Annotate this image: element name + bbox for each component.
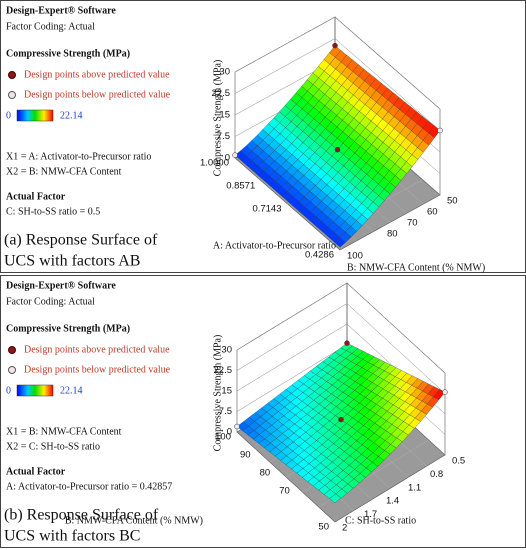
- caption: (a) Response Surface of: [4, 232, 158, 249]
- response: Compressive Strength (MPa): [6, 323, 130, 334]
- v-tick-label: 1.4: [386, 496, 399, 507]
- caption: UCS with factors BC: [4, 528, 140, 545]
- colorbar: [16, 384, 54, 397]
- software: Design-Expert® Software: [6, 280, 116, 291]
- legend-above: Design points above predicted value: [24, 69, 170, 80]
- dot-above: [8, 346, 16, 354]
- design-point: [332, 42, 338, 49]
- dot-below: [8, 91, 16, 99]
- v-tick-label: 1.1: [408, 482, 421, 493]
- u-tick-label: 70: [279, 486, 290, 497]
- u-tick-label: 90: [240, 450, 251, 461]
- u-tick-label: 0.7143: [252, 204, 281, 215]
- v-tick-label: 100: [347, 251, 363, 262]
- colorbar-min: 0: [6, 385, 11, 396]
- z-tick-label: 0: [225, 153, 230, 164]
- v-tick-label: 70: [407, 218, 418, 229]
- z-tick-label: 7.5: [219, 406, 232, 417]
- factor-x2: X2 = B: NMW-CFA Content: [6, 166, 122, 177]
- design-point: [344, 340, 350, 346]
- v-axis-label: B: NMW-CFA Content (% NMW): [347, 262, 485, 273]
- z-tick-label: 15: [221, 386, 232, 397]
- z-axis-label: Compressive Strength (MPa): [212, 335, 223, 452]
- factor-x1: X1 = A: Activator-to-Precursor ratio: [6, 151, 151, 162]
- design-point: [437, 127, 443, 134]
- v-tick-label: 2: [342, 523, 347, 534]
- design-point: [334, 146, 341, 153]
- dot-below: [8, 366, 16, 374]
- u-tick-label: 0.4286: [305, 250, 334, 261]
- u-tick-label: 80: [260, 468, 271, 479]
- design-point: [234, 423, 240, 430]
- v-tick-label: 0.5: [452, 456, 465, 467]
- dot-above: [8, 71, 16, 79]
- grid-line: [234, 16, 441, 110]
- panel: Design-Expert® Software Factor Coding: Ac…: [0, 0, 526, 273]
- colorbar-max: 22.14: [60, 385, 83, 396]
- actual-factor-title: Actual Factor: [6, 466, 66, 477]
- grid-line: [236, 303, 446, 394]
- response: Compressive Strength (MPa): [6, 48, 130, 59]
- legend-below: Design points below predicted value: [24, 364, 171, 375]
- u-tick-label: 0.8571: [226, 181, 255, 192]
- design-point: [232, 152, 238, 158]
- colorbar-min: 0: [6, 110, 11, 121]
- factor-coding: Factor Coding: Actual: [6, 21, 95, 32]
- z-tick-label: 22.5: [214, 365, 233, 376]
- u-axis-label: B: NMW-CFA Content (% NMW): [65, 515, 203, 526]
- v-tick-label: 60: [427, 207, 438, 218]
- caption: UCS with factors AB: [4, 253, 140, 270]
- panel: Design-Expert® Software Factor Coding: Ac…: [0, 275, 526, 548]
- z-tick-label: 15: [219, 110, 230, 121]
- design-point: [442, 389, 448, 395]
- colorbar-max: 22.14: [60, 110, 83, 121]
- colorbar: [16, 109, 54, 122]
- z-axis-label: Compressive Strength (MPa): [212, 60, 223, 177]
- u-tick-label: 1.0000: [200, 158, 229, 169]
- u-tick-label: 50: [318, 522, 329, 533]
- legend-below: Design points below predicted value: [24, 89, 171, 100]
- z-tick-label: 22.5: [212, 88, 231, 99]
- design-point: [338, 416, 344, 423]
- v-tick-label: 1.7: [364, 509, 377, 520]
- z-tick-label: 30: [221, 345, 232, 356]
- z-tick-label: 7.5: [217, 131, 230, 142]
- surface-cell: [329, 493, 342, 504]
- software: Design-Expert® Software: [6, 5, 116, 16]
- grid-line: [234, 38, 441, 131]
- v-tick-label: 0.8: [430, 469, 443, 480]
- legend-above: Design points above predicted value: [24, 344, 170, 355]
- factor-coding: Factor Coding: Actual: [6, 296, 95, 307]
- grid-line: [236, 282, 446, 374]
- u-axis-label: A: Activator-to-Precursor ratio: [213, 240, 336, 251]
- actual-factor-title: Actual Factor: [6, 191, 66, 202]
- actual-factor: A: Activator-to-Precursor ratio = 0.4285…: [6, 481, 172, 492]
- factor-x2: X2 = C: SH-to-SS ratio: [6, 441, 100, 452]
- z-tick-label: 0: [227, 427, 232, 438]
- surface-cell: [333, 237, 346, 248]
- v-tick-label: 50: [447, 196, 458, 207]
- z-tick-label: 30: [219, 67, 230, 78]
- factor-x1: X1 = B: NMW-CFA Content: [6, 426, 122, 437]
- v-tick-label: 80: [387, 229, 398, 240]
- actual-factor: C: SH-to-SS ratio = 0.5: [6, 206, 100, 217]
- u-tick-label: 100: [215, 432, 231, 443]
- v-axis-label: C: SH-to-SS ratio: [345, 515, 416, 526]
- caption: (b) Response Surface of: [4, 507, 159, 524]
